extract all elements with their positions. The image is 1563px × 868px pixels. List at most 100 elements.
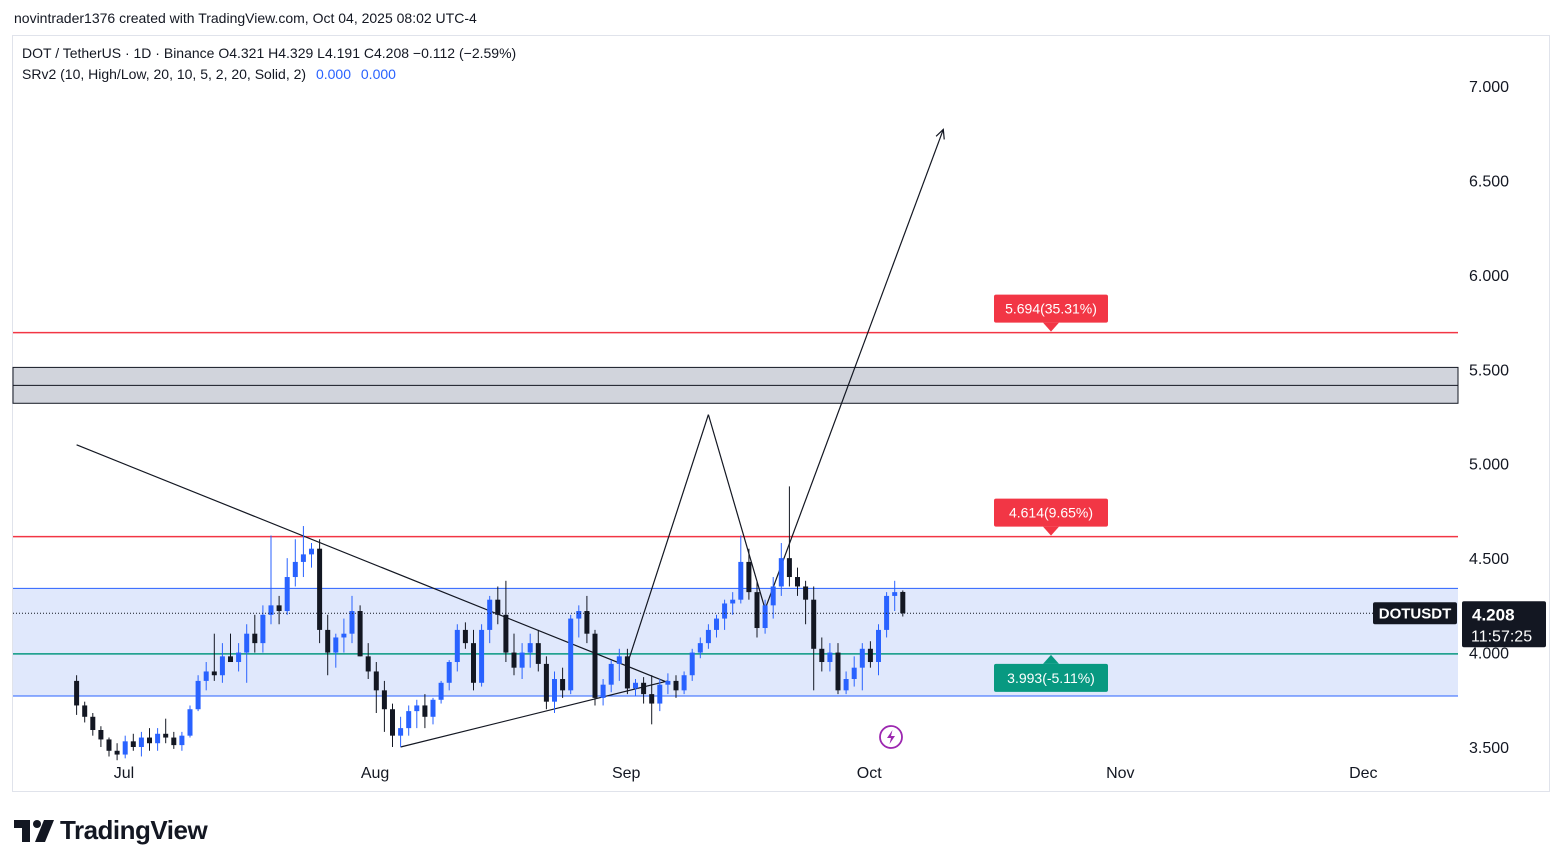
candle-body [219,656,225,676]
x-axis-tick-dec: Dec [1349,765,1377,782]
candle-body [527,643,533,653]
candle [422,694,428,729]
resistance-2-label[interactable]: 5.694(35.31%) [994,294,1108,332]
ascending-trendline[interactable] [400,680,669,748]
price-badge-box [1462,601,1546,648]
indicator-label: SRv2 (10, High/Low, 20, 10, 5, 2, 20, So… [22,66,307,82]
candle [681,671,687,695]
candle [624,648,630,695]
projection-down-leg[interactable] [707,414,766,610]
x-axis-tick-oct: Oct [857,765,882,782]
resistance-1-label[interactable]: 4.614(9.65%) [994,498,1108,536]
candle-body [811,599,817,649]
candle [900,590,906,617]
support-1-label-text: 3.993(-5.11%) [1007,670,1095,686]
candle [803,580,809,625]
projection-up-leg[interactable] [626,414,709,665]
candle [211,633,217,681]
lightning-event-icon[interactable] [879,725,903,749]
candle-body [786,558,792,578]
candle-body [300,554,306,562]
candle-body [203,671,209,681]
resistance-1-label-box [994,498,1108,527]
candle [592,629,598,706]
candle-body [187,709,193,736]
indicator-value-2: 0.000 [360,66,396,82]
candle [82,701,88,723]
candle-body [689,652,695,676]
candle [471,629,476,691]
candle [795,567,800,596]
candle [349,595,355,644]
current-price-badge: 4.208 11:57:25 [1462,601,1546,648]
resistance-2-label-text: 5.694(35.31%) [1005,301,1097,317]
candle-body [608,663,614,685]
candle-body [244,633,250,653]
candle-body [454,629,460,663]
indicator-legend[interactable]: SRv2 (10, High/Low, 20, 10, 5, 2, 20, So… [22,66,396,82]
candle-body [738,561,744,600]
y-axis-tick: 5.500 [1469,362,1509,379]
candle [746,548,752,600]
candle-body [827,652,833,663]
candle [365,643,371,680]
candle [398,716,404,747]
candle-body [568,618,574,691]
support-1-label[interactable]: 3.993(-5.11%) [994,654,1108,692]
candle-body [260,614,266,644]
candle-body [422,705,428,717]
candle [859,643,865,691]
candle [74,675,80,715]
candle-body [519,652,525,668]
candle-body [252,633,258,644]
candle [357,605,363,657]
candle [535,629,541,672]
candle-body [665,680,671,685]
projection-arrowhead [935,128,945,140]
candle [333,633,339,668]
candle-body [171,737,177,746]
candle [390,703,395,747]
indicator-value-1: 0.000 [315,66,351,82]
candle-body [795,577,800,587]
candle-body [276,605,282,612]
candle [811,586,817,691]
support-1-label-pointer [1043,654,1059,664]
candle [179,731,185,751]
candle [600,679,606,706]
candle [90,713,96,736]
symbol-badge-box [1373,602,1457,625]
candle-body [511,652,517,668]
candle [697,637,703,659]
x-axis-tick-aug: Aug [361,765,389,782]
candle-body [357,611,363,657]
candle-body [349,611,355,634]
candle [236,643,242,672]
candle-body [673,680,679,691]
y-axis-tick: 6.000 [1469,268,1509,285]
resistance-1-label-text: 4.614(9.65%) [1009,505,1093,521]
candle-body [333,637,339,653]
candle-body [430,699,436,717]
candle [195,675,201,712]
symbol-badge[interactable]: DOTUSDT [1373,602,1457,625]
candle-body [147,737,152,744]
candle-body [438,682,444,700]
projection-arrow[interactable] [764,129,944,610]
tradingview-logo[interactable]: TradingView [14,815,208,846]
candle [300,526,306,578]
candle [689,648,695,681]
candle-body [819,648,825,663]
candle [130,733,136,751]
candle [454,624,460,672]
x-axis-tick-jul: Jul [114,765,134,782]
candle-body [114,750,120,755]
candle-body [705,629,711,644]
candle-body [762,605,768,629]
candle-body [406,711,412,729]
candle [341,618,347,653]
symbol-legend[interactable]: DOT / TetherUS · 1D · Binance O4.321 H4.… [22,45,517,61]
candle-body [900,591,906,614]
y-axis-tick: 6.500 [1469,173,1509,190]
